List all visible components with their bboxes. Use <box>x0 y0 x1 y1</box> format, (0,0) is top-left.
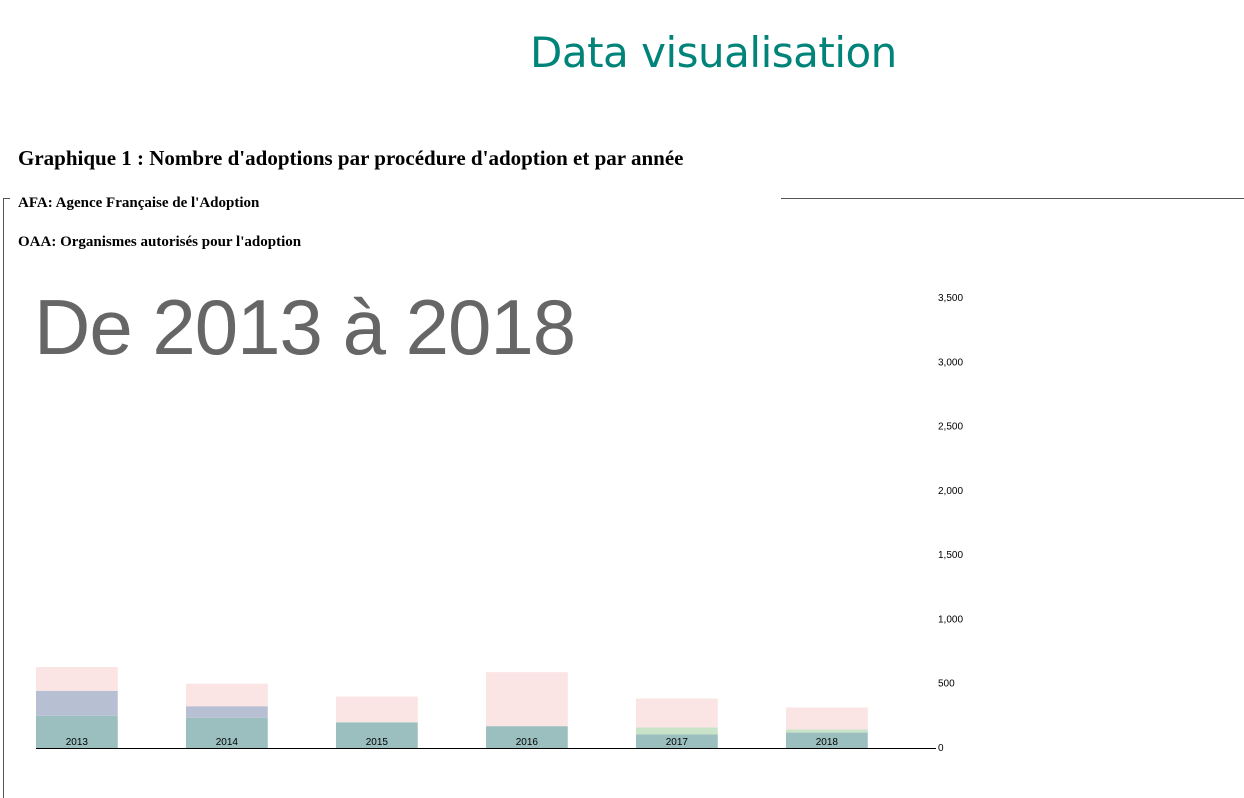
x-tick-label: 2018 <box>816 737 839 748</box>
y-tick-label: 2,000 <box>938 486 963 497</box>
y-tick-label: 0 <box>938 743 944 754</box>
bar-2018-series-0 <box>786 732 868 748</box>
chart-heading: Graphique 1 : Nombre d'adoptions par pro… <box>18 146 684 170</box>
y-tick-label: 1,000 <box>938 614 963 625</box>
bar-2016-series-0 <box>486 726 568 748</box>
note-oaa: OAA: Organismes autorisés pour l'adoptio… <box>18 234 302 250</box>
bar-2013-series-3 <box>36 667 118 691</box>
bar-2018-series-1 <box>786 729 868 733</box>
x-tick-label: 2017 <box>666 737 689 748</box>
bar-2014-series-3 <box>186 683 268 707</box>
y-tick-label: 1,500 <box>938 550 963 561</box>
bar-2017-series-1 <box>636 727 718 735</box>
x-tick-label: 2014 <box>216 737 239 748</box>
page-title: Data visualisation <box>530 28 897 77</box>
y-tick-label: 500 <box>938 679 955 690</box>
x-tick-label: 2013 <box>66 737 89 748</box>
range-label: De 2013 à 2018 <box>34 283 576 371</box>
y-tick-label: 3,500 <box>938 293 963 304</box>
bar-2016-series-3 <box>486 672 568 727</box>
bar-2013-series-2 <box>36 690 118 716</box>
y-tick-label: 3,000 <box>938 357 963 368</box>
bar-2013-series-0 <box>36 715 118 748</box>
bar-2017-series-3 <box>636 698 718 728</box>
bar-2015-series-3 <box>336 696 418 723</box>
y-tick-label: 2,500 <box>938 422 963 433</box>
bar-2017-series-0 <box>636 734 718 748</box>
stacked-bar-chart: 2013 2014 2015 2016 2017 2018 0 500 1,000 1,500 2,… <box>36 293 963 754</box>
fieldset-legend-gap <box>10 194 781 204</box>
bar-2015-series-0 <box>336 722 418 748</box>
x-tick-label: 2015 <box>366 737 389 748</box>
bar-2014-series-2 <box>186 706 268 718</box>
x-tick-label: 2016 <box>516 737 539 748</box>
bar-2018-series-3 <box>786 707 868 730</box>
note-afa: AFA: Agence Française de l'Adoption <box>18 195 260 211</box>
bar-2014-series-0 <box>186 717 268 748</box>
